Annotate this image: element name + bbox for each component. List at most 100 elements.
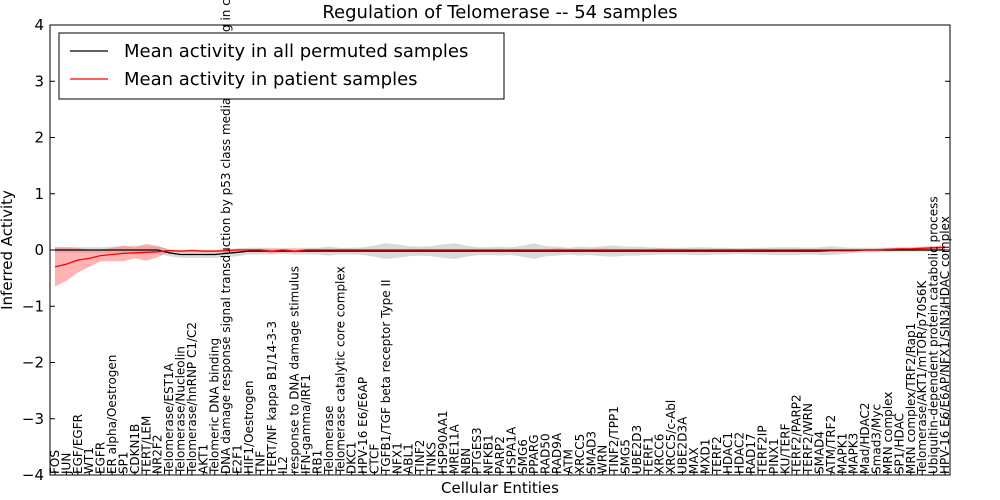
category-label: HSPA1A (504, 426, 518, 474)
category-label: RAD50 (539, 433, 553, 474)
y-tick-label: −4 (22, 466, 44, 484)
chart-title: Regulation of Telomerase -- 54 samples (322, 2, 677, 23)
category-label: Telomerase/Nucleolin (174, 346, 188, 475)
category-label: SMG6 (516, 439, 530, 474)
category-label: HPV-16 E6/E6AP (356, 377, 370, 474)
category-label: SMG5 (619, 439, 633, 474)
category-label: Telomerase catalytic core complex (333, 266, 347, 475)
category-label: FOS (48, 450, 62, 474)
category-label: ER alpha/Oestrogen (105, 355, 119, 474)
category-label: AKT1 (196, 444, 210, 474)
category-label: TGFB1/TGF beta receptor Type II (379, 279, 393, 475)
category-label: MAPK3 (847, 433, 861, 474)
category-label: PTGES3 (470, 427, 484, 474)
category-label: RB1 (310, 450, 324, 474)
category-label: RAD9A (550, 432, 564, 474)
category-label: WT1 (82, 447, 96, 474)
category-label: TERT/LEM (139, 416, 153, 475)
series-lines (54, 246, 946, 268)
category-label: NFKB1 (482, 434, 496, 474)
category-label: DNA damage response signal transduction … (219, 0, 233, 474)
category-label: Smad3/Myc (870, 404, 884, 474)
y-tick-label: 1 (34, 185, 44, 203)
category-label: Telomerase/AKT1/mTOR/p70S6K (915, 279, 929, 475)
category-label: KU/TERF (778, 423, 792, 474)
category-label: SP1/HDAC (892, 413, 906, 474)
category-label: WRN (596, 445, 610, 474)
category-label: ATM/TRF2 (824, 415, 838, 474)
legend-entry: Mean activity in patient samples (124, 69, 418, 90)
category-label: MRN complex/TRF2/Rap1 (904, 323, 918, 474)
category-label: PINX1 (767, 438, 781, 474)
category-label: SP1 (117, 452, 131, 475)
category-label: NR2F2 (151, 435, 165, 475)
category-label: PARP2 (493, 436, 507, 474)
category-label: CDKN1B (128, 424, 142, 474)
y-axis-label: Inferred Activity (0, 190, 16, 310)
category-label: MRE11A (447, 423, 461, 474)
y-tick-label: −2 (22, 354, 44, 372)
category-label: TINF2/TPP1 (607, 406, 621, 475)
category-label: MAX (687, 447, 701, 474)
category-label: UBE2D3A (676, 416, 690, 474)
category-label: XRCC5 (573, 434, 587, 474)
category-label: Telomerase (322, 406, 336, 475)
legend-box (58, 32, 505, 100)
category-label: JUN (59, 453, 73, 475)
category-label: TERF2/WRN (801, 403, 815, 475)
category-label: Telomeric DNA binding (208, 338, 222, 475)
category-label: TERF2 (710, 436, 724, 475)
category-label: UBE2D3 (630, 425, 644, 474)
category-label: Mad/HDAC2 (858, 403, 872, 474)
legend-entry: Mean activity in all permuted samples (124, 41, 468, 62)
category-label: ABL1 (402, 443, 416, 474)
patient-mean-line (54, 246, 946, 268)
category-label: XRCC5/c-Abl (664, 400, 678, 474)
category-label: EGF/EGFR (71, 414, 85, 474)
category-label: RAD17 (744, 433, 758, 474)
category-label: TERF2/PARP2 (790, 394, 804, 475)
category-label: TERT/NF kappa B1/14-3-3 (265, 321, 279, 475)
y-tick-label: 0 (34, 241, 44, 259)
x-axis-label: Cellular Entities (441, 479, 559, 497)
y-tick-label: −3 (22, 410, 44, 428)
category-label: E2F1 (231, 444, 245, 474)
category-label: EGFR (94, 442, 108, 474)
y-tick-label: 2 (34, 129, 44, 147)
category-label: Ubiquitin-dependent protein catabolic pr… (927, 196, 941, 474)
category-label: HIF1/Oestrogen (242, 380, 256, 474)
category-label: NFX1 (390, 442, 404, 474)
category-label: XRCC6 (653, 434, 667, 474)
category-label: response to DNA damage stimulus (288, 266, 302, 474)
category-label: HPV-16 E6/E6AP/NFX1/SIN3/HDAC complex (938, 216, 952, 474)
category-label: CTCF (368, 444, 382, 474)
category-label: ATM (562, 449, 576, 474)
x-axis-ticks (54, 471, 946, 475)
y-tick-label: 4 (34, 16, 44, 34)
category-label: HDAC1 (721, 432, 735, 474)
category-label: TINF2 (413, 440, 427, 475)
y-axis-ticks: 4 3 2 1 0 −1 −2 −3 −4 (22, 16, 950, 484)
legend: Mean activity in all permuted samples Mea… (58, 32, 505, 100)
category-label: TERF2IP (755, 425, 769, 475)
patient-spread-band (55, 243, 945, 287)
category-label: PPARG (527, 434, 541, 474)
category-label: IL2 (276, 456, 290, 474)
category-label: Telomerase/hnRNP C1/C2 (185, 322, 199, 475)
permuted-mean-line (55, 249, 945, 256)
category-label: NBN (459, 448, 473, 474)
category-label: DKC1 (345, 442, 359, 474)
category-label: MRN complex (881, 392, 895, 474)
category-label: TNKS (425, 442, 439, 475)
category-label: TNF (253, 451, 267, 475)
category-label: TERF1 (641, 436, 655, 475)
category-label: MXD1 (698, 439, 712, 474)
category-label: HDAC2 (733, 432, 747, 474)
category-label: HSP90AA1 (436, 410, 450, 474)
category-label: SMAD4 (813, 431, 827, 474)
category-label: SMAD3 (584, 431, 598, 474)
category-label: IFN-gamma/IRF1 (299, 374, 313, 474)
y-tick-label: 3 (34, 72, 44, 90)
